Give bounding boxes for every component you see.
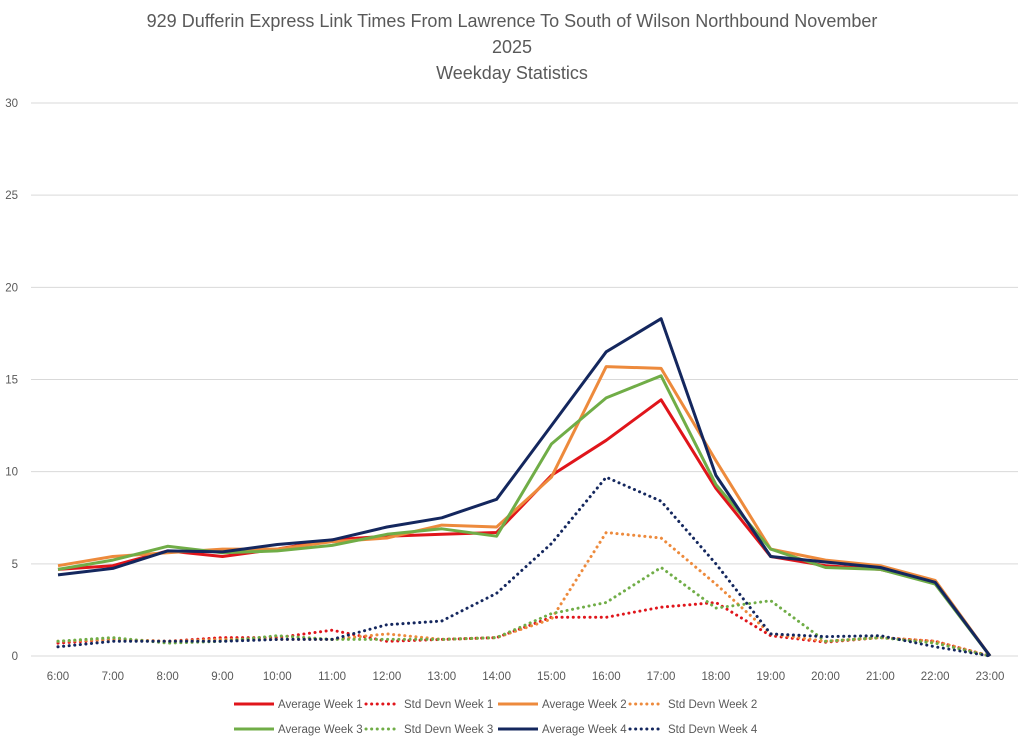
legend-item: Std Devn Week 4: [628, 724, 758, 736]
x-tick-label: 13:00: [427, 671, 456, 683]
series-line-std-devn-week-4: [56, 475, 992, 658]
x-tick-label: 8:00: [156, 671, 178, 683]
gridlines: [31, 102, 1018, 657]
x-tick-label: 22:00: [921, 671, 950, 683]
legend-label: Average Week 1: [278, 699, 363, 711]
x-tick-label: 17:00: [647, 671, 676, 683]
legend: Average Week 1 Std Devn Week 1 Average Wee…: [234, 699, 758, 736]
series-lines: [56, 317, 992, 658]
x-tick-label: 7:00: [102, 671, 124, 683]
y-tick-label: 0: [12, 651, 18, 663]
series-line-average-week-2: [57, 365, 992, 657]
legend-label: Average Week 4: [542, 724, 627, 736]
x-tick-label: 16:00: [592, 671, 621, 683]
y-tick-label: 10: [5, 467, 18, 479]
legend-item: Average Week 4: [498, 724, 627, 736]
x-tick-label: 18:00: [701, 671, 730, 683]
legend-label: Std Devn Week 3: [404, 724, 493, 736]
series-line-std-devn-week-1: [56, 601, 992, 658]
x-tick-label: 15:00: [537, 671, 566, 683]
legend-item: Std Devn Week 2: [628, 699, 757, 711]
legend-item: Average Week 1: [234, 699, 363, 711]
x-axis-ticks: 6:00 7:00 8:00 9:00 10:00 11:00 12:00 13:00 14:0…: [47, 671, 1005, 683]
chart-title-line-1: 929 Dufferin Express Link Times From Law…: [146, 11, 878, 31]
y-tick-label: 15: [5, 375, 18, 387]
legend-item: Std Devn Week 1: [364, 699, 493, 711]
legend-item: Average Week 3: [234, 724, 363, 736]
y-axis-ticks: 0 5 10 15 20 25 30: [5, 98, 18, 663]
x-tick-label: 10:00: [263, 671, 292, 683]
x-tick-label: 12:00: [373, 671, 402, 683]
legend-label: Average Week 3: [278, 724, 363, 736]
series-line-average-week-4: [57, 317, 992, 657]
legend-label: Std Devn Week 2: [668, 699, 757, 711]
x-tick-label: 21:00: [866, 671, 895, 683]
chart-subtitle: Weekday Statistics: [436, 63, 588, 83]
series-line-average-week-3: [57, 374, 992, 657]
x-tick-label: 14:00: [482, 671, 511, 683]
legend-item: Average Week 2: [498, 699, 627, 711]
x-tick-label: 23:00: [976, 671, 1005, 683]
y-tick-label: 5: [12, 559, 18, 571]
legend-label: Std Devn Week 1: [404, 699, 493, 711]
y-tick-label: 30: [5, 98, 18, 110]
x-tick-label: 19:00: [756, 671, 785, 683]
x-tick-label: 6:00: [47, 671, 69, 683]
y-tick-label: 20: [5, 282, 18, 294]
legend-label: Average Week 2: [542, 699, 627, 711]
x-tick-label: 9:00: [211, 671, 233, 683]
chart-title-line-2: 2025: [491, 37, 533, 57]
series-line-average-week-1: [57, 398, 992, 657]
y-tick-label: 25: [5, 190, 18, 202]
series-line-std-devn-week-2: [56, 531, 992, 658]
x-tick-label: 20:00: [811, 671, 840, 683]
legend-item: Std Devn Week 3: [364, 724, 493, 736]
legend-label: Std Devn Week 4: [668, 724, 758, 736]
x-tick-label: 11:00: [318, 671, 346, 683]
